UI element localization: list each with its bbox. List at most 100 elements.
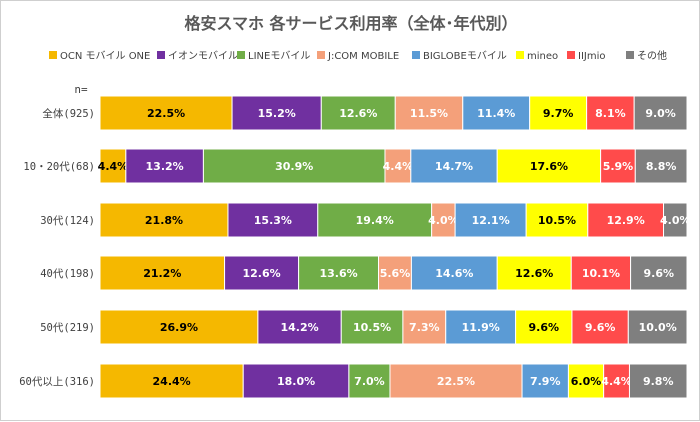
bar-segment	[663, 202, 688, 238]
bar-segment	[630, 255, 688, 291]
data-label: 11.9%	[462, 321, 500, 334]
data-label: 5.6%	[380, 267, 411, 280]
data-label: 18.0%	[277, 375, 315, 388]
category-label: 30代(124)	[40, 215, 95, 227]
category-label: 10・20代(68)	[23, 161, 95, 173]
bar-segment	[320, 95, 396, 131]
data-label: 7.3%	[409, 321, 440, 334]
data-label: 11.5%	[410, 107, 448, 120]
data-label: 9.8%	[643, 375, 674, 388]
bar-segment	[340, 309, 404, 345]
bar-segment	[99, 95, 233, 131]
data-label: 22.5%	[147, 107, 185, 120]
bar-segment	[525, 202, 589, 238]
legend-label: IIJmio	[578, 51, 606, 62]
data-label: 6.0%	[571, 375, 602, 388]
bar-segment	[99, 309, 259, 345]
data-label: 19.4%	[356, 214, 394, 227]
data-label: 14.7%	[435, 160, 473, 173]
data-label: 12.6%	[515, 267, 553, 280]
data-label: 24.4%	[153, 375, 191, 388]
bar-segment	[231, 95, 322, 131]
category-label: 40代(198)	[40, 268, 95, 280]
bar-segment	[634, 148, 688, 184]
data-label: 5.9%	[603, 160, 634, 173]
bar-segment	[515, 309, 573, 345]
data-label: 4.0%	[428, 214, 459, 227]
category-label: 60代以上(316)	[19, 376, 95, 388]
data-label: 21.2%	[143, 267, 181, 280]
bar-segment	[496, 148, 602, 184]
legend-label: J:COM MOBILE	[327, 51, 399, 62]
data-label: 10.1%	[582, 267, 620, 280]
legend-swatch	[412, 51, 420, 59]
legend-swatch	[626, 51, 634, 59]
legend-label: OCN モバイル ONE	[60, 50, 150, 62]
legend-swatch	[567, 51, 575, 59]
bar-segment	[410, 148, 498, 184]
data-label: 9.7%	[543, 107, 574, 120]
bar-segment	[445, 309, 517, 345]
data-label: 9.0%	[645, 107, 676, 120]
bar-segment	[99, 148, 127, 184]
bar-segment	[628, 363, 688, 399]
bar-segment	[99, 202, 229, 238]
data-label: 10.5%	[353, 321, 391, 334]
data-label: 11.4%	[477, 107, 515, 120]
data-label: 21.8%	[145, 214, 183, 227]
chart-title: 格安スマホ 各サービス利用率（全体･年代別）	[184, 14, 517, 33]
bar-segment	[242, 363, 350, 399]
data-label: 4.4%	[601, 375, 632, 388]
data-label: 9.6%	[644, 267, 675, 280]
data-label: 9.6%	[529, 321, 560, 334]
bar-segment	[257, 309, 342, 345]
legend-swatch	[317, 51, 325, 59]
data-label: 12.1%	[472, 214, 510, 227]
bar-segment	[627, 309, 688, 345]
bar-segment	[521, 363, 569, 399]
data-label: 15.2%	[258, 107, 296, 120]
data-label: 9.6%	[585, 321, 616, 334]
bar-segment	[633, 95, 688, 131]
legend-label: その他	[637, 49, 667, 62]
bar-segment	[348, 363, 391, 399]
bar-segment	[570, 255, 632, 291]
bar-segment	[389, 363, 523, 399]
data-label: 4.4%	[98, 160, 129, 173]
data-label: 14.2%	[280, 321, 318, 334]
legend-swatch	[157, 51, 165, 59]
bar-segment	[317, 202, 433, 238]
legend-label: BIGLOBEモバイル	[423, 50, 507, 62]
legend-label: LINEモバイル	[248, 50, 310, 62]
data-label: 12.6%	[243, 267, 281, 280]
data-label: 12.9%	[607, 214, 645, 227]
data-label: 15.3%	[254, 214, 292, 227]
data-label: 8.1%	[595, 107, 626, 120]
bar-segment	[378, 255, 412, 291]
data-label: 7.9%	[530, 375, 561, 388]
data-label: 4.0%	[660, 214, 691, 227]
bar-segment	[462, 95, 531, 131]
data-label: 13.2%	[146, 160, 184, 173]
data-label: 10.0%	[639, 321, 677, 334]
legend-label: mineo	[527, 51, 558, 62]
data-label: 13.6%	[319, 267, 357, 280]
legend-swatch	[516, 51, 524, 59]
data-label: 4.4%	[383, 160, 414, 173]
data-label: 14.6%	[435, 267, 473, 280]
legend-label: イオンモバイル	[168, 50, 238, 62]
category-label: 50代(219)	[40, 322, 95, 334]
bar-segment	[224, 255, 300, 291]
data-label: 26.9%	[160, 321, 198, 334]
n-label: n=	[74, 83, 88, 96]
bar-segment	[571, 309, 629, 345]
bar-segment	[529, 95, 588, 131]
data-label: 12.6%	[339, 107, 377, 120]
category-label: 全体(925)	[42, 107, 95, 120]
data-label: 22.5%	[437, 375, 475, 388]
bar-segment	[125, 148, 204, 184]
legend-swatch	[237, 51, 245, 59]
bar-segment	[496, 255, 572, 291]
